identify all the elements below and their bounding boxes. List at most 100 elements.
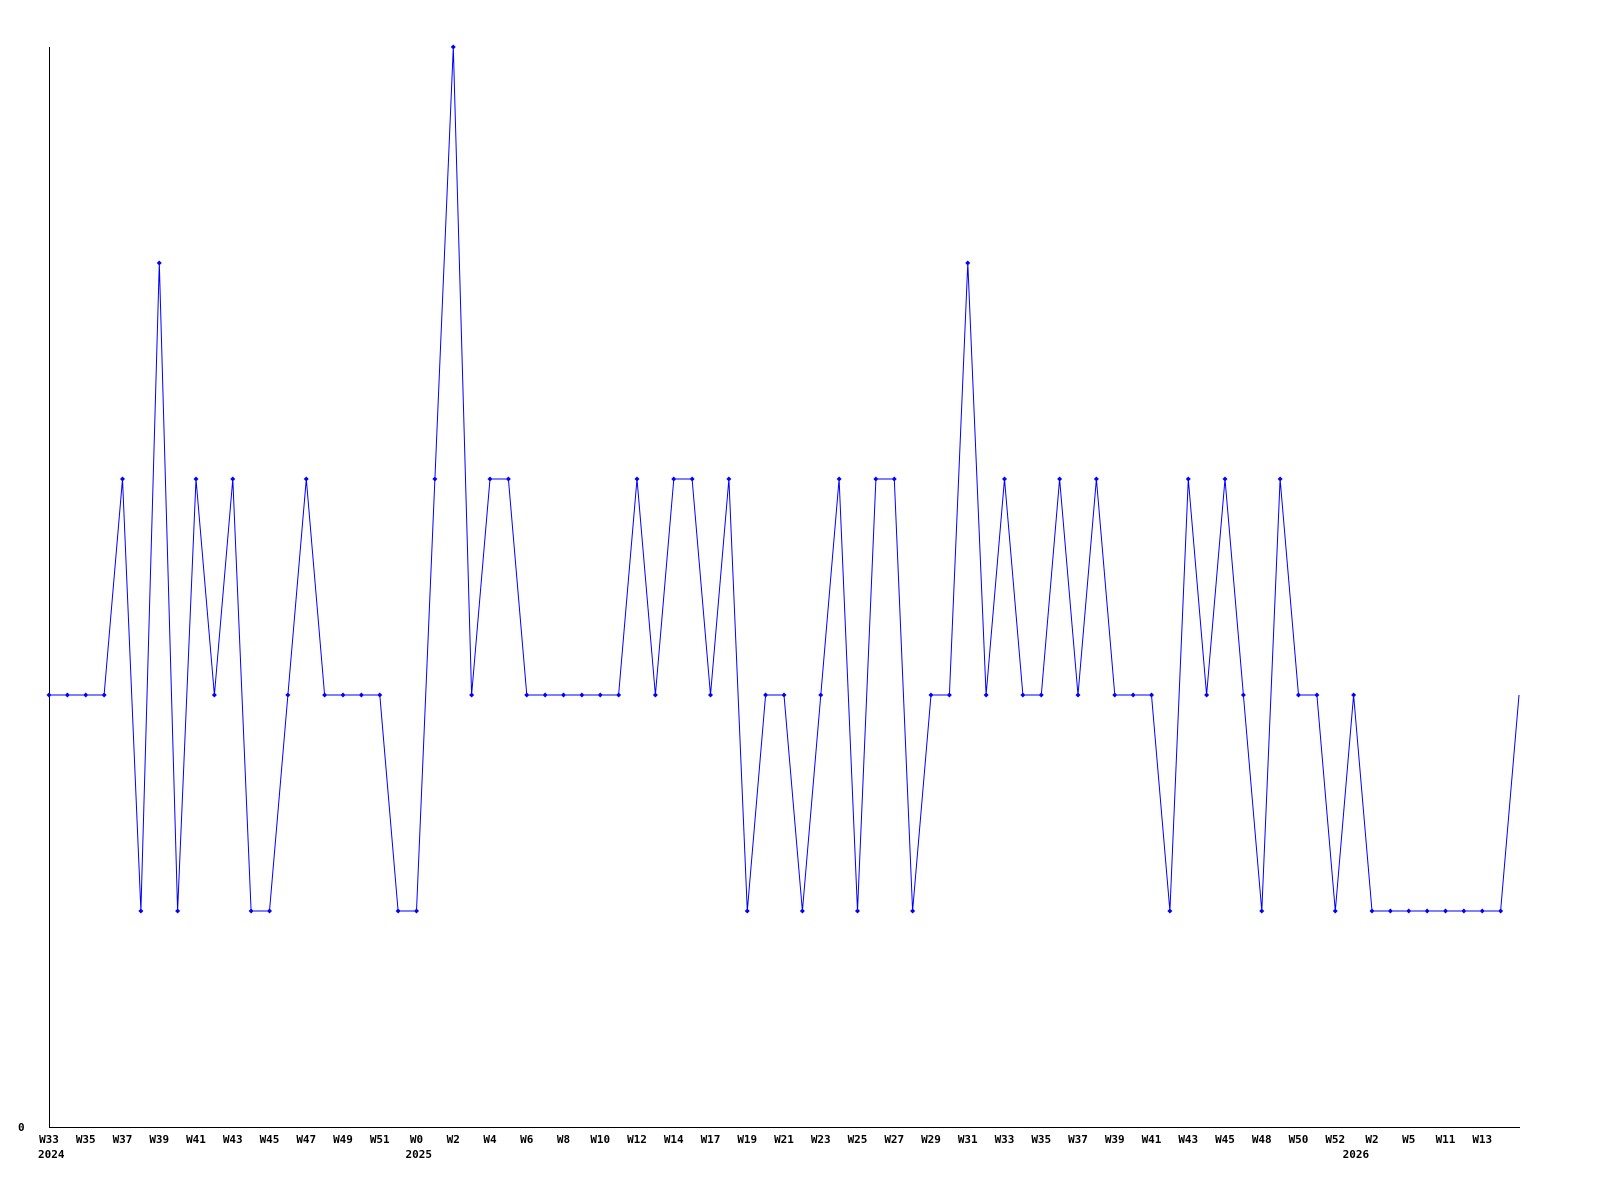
data-point [1332, 908, 1338, 914]
x-tick-label: W27 [884, 1133, 904, 1146]
data-point [1406, 908, 1412, 914]
data-point [64, 692, 70, 698]
data-point [101, 692, 107, 698]
data-point [358, 692, 364, 698]
data-point [450, 44, 456, 50]
data-point [1296, 692, 1301, 698]
year-label: 2024 [38, 1148, 65, 1161]
data-point [395, 908, 401, 914]
data-point [1057, 476, 1063, 482]
x-tick-label: W50 [1289, 1133, 1309, 1146]
data-point [1038, 692, 1044, 698]
x-tick-label: W35 [1031, 1133, 1051, 1146]
data-point [267, 908, 272, 914]
x-tick-label: W13 [1472, 1133, 1492, 1146]
x-tick-label: W39 [149, 1133, 169, 1146]
x-tick-label: W25 [848, 1133, 868, 1146]
data-point [799, 908, 805, 914]
data-point [1002, 476, 1007, 482]
x-tick-label: W2 [1365, 1133, 1378, 1146]
data-point [983, 692, 989, 698]
x-tick-label: W0 [410, 1133, 423, 1146]
x-tick-label: W33 [39, 1133, 59, 1146]
data-point [211, 692, 217, 698]
data-point [1259, 908, 1265, 914]
data-point [652, 692, 658, 698]
x-tick-label: W37 [113, 1133, 133, 1146]
data-point [1351, 692, 1357, 698]
data-point [175, 908, 181, 914]
data-point [1479, 908, 1485, 914]
data-point [487, 476, 493, 482]
data-point [763, 692, 769, 698]
x-tick-label: W8 [557, 1133, 570, 1146]
x-tick-label: W35 [76, 1133, 96, 1146]
x-tick-label: W41 [1142, 1133, 1162, 1146]
data-point [1075, 692, 1081, 698]
data-point [965, 260, 971, 266]
data-point [1240, 692, 1246, 698]
data-point [726, 476, 732, 482]
data-point [138, 908, 144, 914]
data-point [322, 692, 328, 698]
data-point [1461, 908, 1467, 914]
x-tick-label: W29 [921, 1133, 941, 1146]
data-point [1369, 908, 1375, 914]
data-point [193, 476, 199, 482]
x-tick-label: W11 [1436, 1133, 1456, 1146]
data-point [120, 476, 125, 482]
x-tick-label: W41 [186, 1133, 206, 1146]
data-point [1093, 476, 1099, 482]
data-point [1424, 908, 1430, 914]
x-tick-label: W14 [664, 1133, 684, 1146]
x-tick-label: W39 [1105, 1133, 1125, 1146]
data-point [597, 692, 603, 698]
data-point [469, 692, 475, 698]
data-point [83, 692, 89, 698]
x-tick-label: W37 [1068, 1133, 1088, 1146]
x-tick-label: W51 [370, 1133, 390, 1146]
data-point [634, 476, 640, 482]
series-line [49, 46, 1520, 912]
x-tick-label: W52 [1325, 1133, 1345, 1146]
data-point [1222, 476, 1228, 482]
data-point [1387, 908, 1393, 914]
data-point [671, 476, 677, 482]
data-point [1149, 692, 1154, 698]
data-point [248, 908, 254, 914]
data-point [1185, 476, 1191, 482]
x-tick-label: W2 [447, 1133, 460, 1146]
data-point [818, 692, 824, 698]
x-tick-label: W47 [296, 1133, 316, 1146]
data-point [432, 476, 438, 482]
year-label: 2025 [406, 1148, 433, 1161]
data-point [542, 692, 548, 698]
data-point [1277, 476, 1283, 482]
data-point [873, 476, 879, 482]
data-point [744, 908, 750, 914]
data-point [1167, 908, 1173, 914]
data-point [1020, 692, 1026, 698]
data-point [156, 260, 162, 266]
x-tick-label: W48 [1252, 1133, 1272, 1146]
data-point [505, 476, 511, 482]
x-tick-label: W10 [590, 1133, 610, 1146]
data-point [340, 692, 346, 698]
data-point [46, 692, 52, 698]
data-point [1204, 692, 1210, 698]
y-tick-label-0: 0 [18, 1121, 25, 1134]
x-tick-label: W6 [520, 1133, 534, 1146]
data-point [1498, 908, 1504, 914]
data-point [891, 476, 897, 482]
x-tick-label: W19 [737, 1133, 757, 1146]
x-tick-label: W31 [958, 1133, 978, 1146]
data-point [689, 476, 695, 482]
data-point [781, 692, 787, 698]
data-point [1314, 692, 1320, 698]
x-tick-label: W17 [701, 1133, 721, 1146]
data-point [561, 692, 566, 698]
data-point [616, 692, 622, 698]
x-tick-label: W21 [774, 1133, 794, 1146]
x-tick-label: W4 [483, 1133, 497, 1146]
